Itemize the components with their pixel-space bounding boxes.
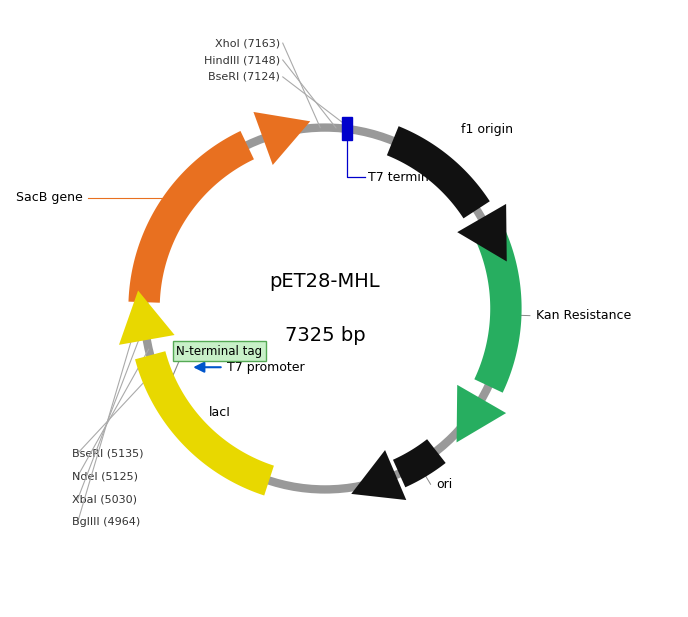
Text: T7 terminator: T7 terminator bbox=[368, 171, 454, 184]
Text: N-terminal tag: N-terminal tag bbox=[176, 345, 263, 358]
Text: lacI: lacI bbox=[209, 405, 231, 418]
Bar bbox=[342, 117, 352, 141]
Polygon shape bbox=[458, 204, 507, 262]
Text: XbaI (5030): XbaI (5030) bbox=[72, 494, 137, 504]
Polygon shape bbox=[253, 112, 310, 165]
Text: XhoI (7163): XhoI (7163) bbox=[215, 38, 280, 48]
Text: BglIII (4964): BglIII (4964) bbox=[72, 517, 140, 527]
Text: 7325 bp: 7325 bp bbox=[285, 326, 365, 345]
Text: BseRI (5135): BseRI (5135) bbox=[72, 448, 143, 458]
Text: Kan Resistance: Kan Resistance bbox=[536, 309, 631, 322]
Polygon shape bbox=[387, 126, 490, 218]
Text: NdeI (5125): NdeI (5125) bbox=[72, 471, 138, 481]
Polygon shape bbox=[393, 439, 446, 487]
Polygon shape bbox=[457, 385, 506, 442]
Polygon shape bbox=[119, 291, 175, 345]
Polygon shape bbox=[129, 131, 254, 303]
Text: SacB gene: SacB gene bbox=[16, 191, 83, 204]
Text: ori: ori bbox=[437, 478, 453, 491]
Text: BseRI (7124): BseRI (7124) bbox=[208, 72, 280, 82]
Polygon shape bbox=[471, 216, 522, 392]
Polygon shape bbox=[135, 351, 274, 495]
Text: pET28-MHL: pET28-MHL bbox=[270, 272, 380, 291]
Polygon shape bbox=[352, 450, 407, 500]
Text: HindIII (7148): HindIII (7148) bbox=[204, 55, 280, 65]
Text: T7 promoter: T7 promoter bbox=[226, 361, 304, 374]
Text: f1 origin: f1 origin bbox=[461, 123, 513, 136]
